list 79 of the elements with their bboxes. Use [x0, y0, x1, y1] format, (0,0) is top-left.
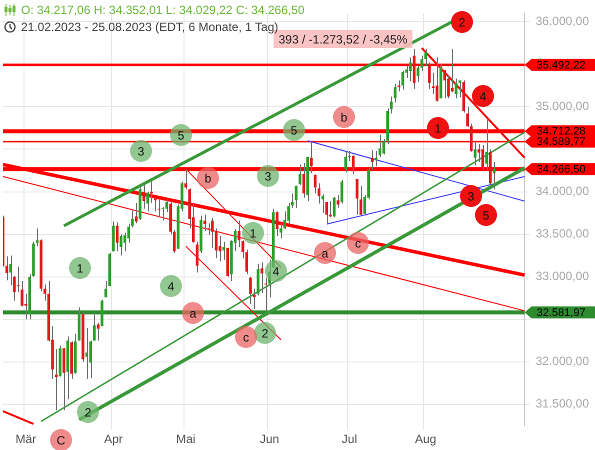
annotation: a [322, 246, 329, 260]
candlestick [360, 185, 362, 216]
x-tick-label: Jun [260, 432, 280, 446]
candlestick [294, 185, 298, 208]
annotation: 3 [468, 189, 475, 204]
candlestick [196, 241, 199, 274]
text: 21.02.2023 - 25.08.2023 (EDT, 6 Monate, 1 Tag) [21, 20, 278, 34]
annotation: 2 [84, 405, 92, 420]
candlestick [276, 210, 279, 236]
annotation: 2 [262, 326, 269, 340]
annotation: c [243, 330, 249, 344]
candlestick [344, 151, 348, 173]
annotation: 1 [434, 121, 442, 136]
annotation: b [204, 171, 212, 186]
candlestick [238, 220, 240, 248]
candlestick [336, 194, 340, 208]
annotation: c [355, 236, 361, 250]
candlestick [36, 228, 39, 247]
candlestick [478, 144, 480, 163]
candlestick [9, 255, 12, 286]
ref-line-label: 34.589,77 [536, 136, 586, 148]
annotation: 4 [480, 89, 487, 104]
y-tick-label: 33.500,00 [536, 226, 590, 241]
candlestick [154, 197, 157, 212]
ref-line-label: 34.266,50 [536, 164, 586, 176]
annotation: 393 / -1.273,52 / -3,45% [278, 32, 408, 46]
chart-title: O: 34.217,06 H: 34.352,01 L: 34.029,22 C: 34.266,50 [21, 3, 305, 17]
annotation: 3 [264, 169, 272, 184]
candlestick [260, 262, 264, 294]
annotation: 5 [178, 128, 185, 142]
x-tick-label: Apr [104, 432, 123, 446]
ref-line-label: 32.581,97 [536, 306, 586, 319]
y-tick-label: 32.000,00 [536, 354, 590, 368]
annotation: a [190, 306, 197, 320]
candlestick [332, 196, 336, 218]
candlestick [249, 276, 252, 305]
candlestick [443, 70, 446, 99]
annotation: 4 [272, 264, 280, 278]
candlestick [436, 56, 438, 102]
candlestick [222, 241, 226, 260]
x-tick-label: Jul [342, 432, 358, 446]
candlestick [450, 48, 454, 93]
candlestick [492, 161, 496, 190]
candlestick [298, 164, 302, 186]
candlestick [356, 178, 358, 216]
candlestick [310, 141, 313, 174]
annotation: 1 [76, 261, 84, 276]
candlestick [481, 144, 484, 170]
candlestick [211, 218, 214, 248]
x-tick-label: Aug [414, 432, 436, 446]
y-tick-label: 36.000,00 [536, 14, 590, 28]
candlestick [458, 80, 462, 98]
x-tick-label: Mai [176, 432, 196, 446]
y-tick-label: 33.000,00 [536, 269, 590, 284]
annotation: 3 [138, 144, 145, 158]
candlestick [340, 179, 344, 204]
candlestick [203, 214, 206, 232]
annotation: 2 [458, 15, 466, 30]
annotation: 5 [290, 123, 298, 138]
text: C [56, 433, 66, 448]
annotation: 4 [168, 279, 175, 294]
candlestick [394, 83, 397, 103]
y-tick-label: 34.000,00 [536, 184, 590, 198]
candlestick [401, 70, 404, 90]
annotation: 1 [250, 226, 257, 240]
candlestick [485, 118, 488, 172]
y-tick-label: 31.500,00 [536, 396, 590, 411]
x-tick-label: Mär [16, 432, 36, 446]
ref-line-label: 34.712,28 [536, 126, 586, 138]
annotation: b [340, 110, 348, 124]
annotation: 5 [482, 208, 490, 222]
ref-line-label: 35.492,22 [536, 59, 586, 72]
candlestick [302, 162, 306, 198]
candlestick [409, 56, 412, 82]
y-tick-label: 35.000,00 [536, 99, 590, 114]
candlestick [318, 182, 320, 204]
candlestick [116, 222, 119, 252]
candlestick [287, 202, 290, 225]
candlestick [352, 154, 355, 174]
